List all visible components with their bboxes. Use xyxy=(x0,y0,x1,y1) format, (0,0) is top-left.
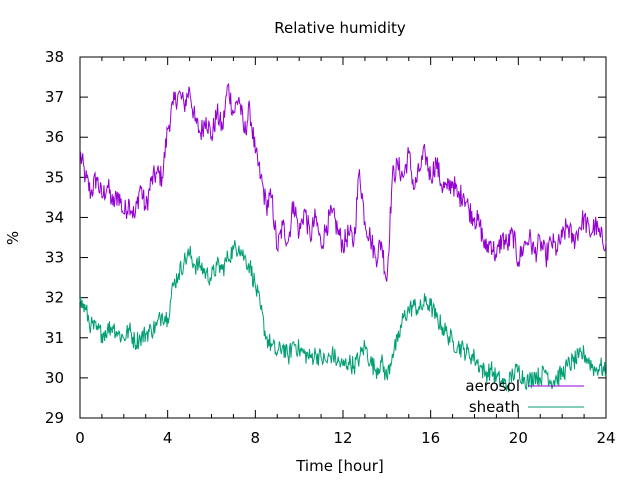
x-tick-label: 20 xyxy=(509,429,528,447)
y-tick-label: 29 xyxy=(45,409,64,427)
y-tick-label: 37 xyxy=(45,88,64,106)
legend-label-aerosol: aerosol xyxy=(465,377,520,395)
x-tick-label: 8 xyxy=(251,429,261,447)
x-tick-label: 12 xyxy=(333,429,352,447)
x-axis-label: Time [hour] xyxy=(295,457,384,475)
series-line-sheath xyxy=(79,240,607,393)
y-tick-label: 33 xyxy=(45,249,64,267)
y-tick-label: 31 xyxy=(45,329,64,347)
x-tick-label: 16 xyxy=(421,429,440,447)
y-tick-label: 36 xyxy=(45,128,64,146)
x-tick-label: 24 xyxy=(596,429,615,447)
series-layer xyxy=(79,82,607,393)
y-tick-label: 35 xyxy=(45,168,64,186)
series-line-aerosol xyxy=(79,82,607,282)
y-axis-label: % xyxy=(4,231,22,245)
y-tick-label: 38 xyxy=(45,48,64,66)
y-tick-label: 34 xyxy=(45,208,64,226)
legend-label-sheath: sheath xyxy=(469,398,520,416)
axis-ticks: 29 30 31 32 33 34 35 36 37 38 0 4 8 12 16 20 24 xyxy=(45,48,616,447)
x-tick-label: 4 xyxy=(163,429,173,447)
chart-title: Relative humidity xyxy=(274,19,406,37)
x-tick-label: 0 xyxy=(75,429,85,447)
legend: aerosol sheath xyxy=(465,377,584,416)
y-tick-label: 30 xyxy=(45,369,64,387)
y-tick-label: 32 xyxy=(45,289,64,307)
